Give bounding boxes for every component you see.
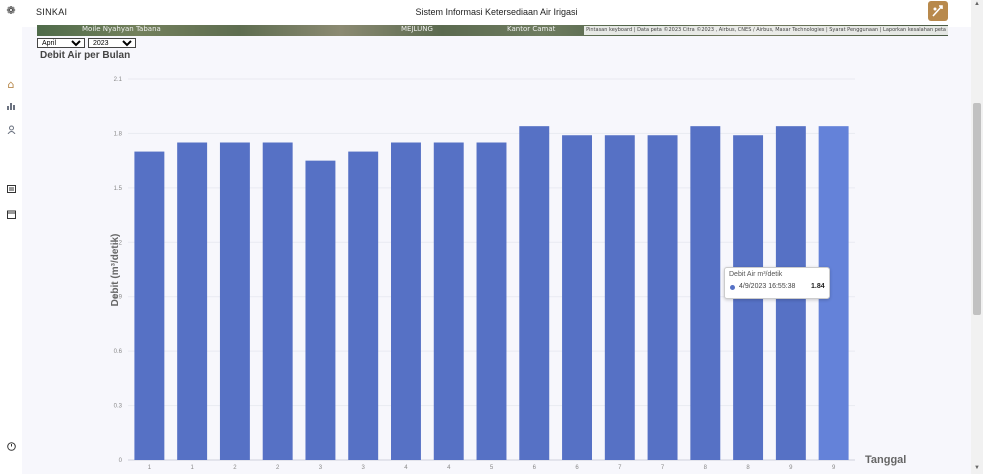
chart-tooltip: Debit Air m³/detik 4/9/2023 16:55:38 1.8…: [724, 267, 830, 299]
map-attribution[interactable]: Pintasan keyboard | Data peta ©2023 Citr…: [584, 26, 948, 35]
bar[interactable]: [391, 142, 421, 461]
y-tick-label: 1.2: [114, 240, 123, 246]
month-select[interactable]: April: [37, 38, 85, 48]
bar[interactable]: [604, 135, 635, 460]
x-tick-label: 2: [233, 465, 237, 471]
x-tick-label: 7: [661, 465, 665, 471]
bar[interactable]: [562, 135, 592, 460]
x-tick-label: 1: [148, 465, 152, 471]
scroll-down-arrow[interactable]: ▼: [974, 465, 980, 471]
y-tick-label: 1.8: [114, 131, 123, 137]
sidebar: ❁ ⌂: [0, 0, 22, 474]
bar[interactable]: [177, 142, 208, 461]
scroll-thumb[interactable]: [973, 103, 981, 315]
x-tick-label: 4: [447, 465, 451, 471]
y-tick-label: 0.9: [114, 295, 123, 301]
year-select[interactable]: 2023: [88, 38, 136, 48]
app-title: Sistem Informasi Ketersediaan Air Irigas…: [415, 7, 578, 17]
chart-title: Debit Air per Bulan: [40, 50, 131, 61]
y-tick-label: 0: [119, 458, 123, 464]
bar[interactable]: [134, 151, 165, 461]
x-axis-label: Tanggal: [865, 454, 906, 466]
bar[interactable]: [348, 151, 379, 461]
bar[interactable]: [690, 126, 721, 461]
y-axis-label: Debit (m³/detik): [110, 234, 121, 307]
logo-icon: [928, 1, 948, 21]
x-tick-label: 7: [618, 465, 622, 471]
x-tick-label: 4: [404, 465, 408, 471]
x-tick-label: 9: [832, 465, 836, 471]
bar-chart-icon[interactable]: [0, 102, 22, 113]
x-tick-label: 8: [704, 465, 708, 471]
x-tick-label: 5: [490, 465, 494, 471]
x-tick-label: 3: [319, 465, 323, 471]
y-tick-label: 1.5: [114, 186, 123, 192]
scrollbar[interactable]: ▲ ▼: [971, 0, 983, 474]
bar[interactable]: [647, 135, 678, 460]
document-icon[interactable]: [0, 185, 22, 196]
leaf-icon[interactable]: ❁: [6, 4, 16, 17]
x-tick-label: 9: [789, 465, 793, 471]
map-strip[interactable]: Moile Nyahyan Tabana MEJLUNG Kantor Cama…: [37, 25, 948, 36]
y-axis: 0 0.3 0.6 0.9 1.2 1.5 1.8 2.1: [114, 77, 123, 464]
bar[interactable]: [219, 142, 250, 461]
tooltip-title: Debit Air m³/detik: [729, 271, 783, 278]
bar[interactable]: [262, 142, 293, 461]
bar[interactable]: [433, 142, 464, 461]
top-bar: SINKAI Sistem Informasi Ketersediaan Air…: [22, 0, 971, 27]
x-tick-label: 3: [362, 465, 366, 471]
x-tick-label: 6: [575, 465, 579, 471]
user-icon[interactable]: [0, 125, 22, 137]
tooltip-value: 1.84: [811, 283, 825, 290]
tooltip-label: 4/9/2023 16:55:38: [739, 283, 796, 290]
map-label: MEJLUNG: [401, 25, 433, 33]
y-tick-label: 0.3: [114, 404, 123, 410]
bar[interactable]: [476, 142, 507, 461]
y-tick-label: 0.6: [114, 349, 123, 355]
map-label: Moile Nyahyan Tabana: [82, 25, 161, 33]
tooltip-dot: [730, 285, 735, 290]
bar[interactable]: [305, 160, 336, 460]
scroll-up-arrow[interactable]: ▲: [974, 1, 980, 7]
x-tick-label: 1: [190, 465, 194, 471]
home-icon[interactable]: ⌂: [7, 78, 15, 91]
x-tick-label: 8: [746, 465, 750, 471]
brand-label[interactable]: SINKAI: [36, 7, 68, 17]
x-axis: 1 1 2 2 3 3 4 4 5 6 6 7 7 8 8 9 9: [148, 465, 836, 471]
y-tick-label: 2.1: [114, 77, 123, 83]
logout-icon[interactable]: [0, 442, 22, 454]
map-label: Kantor Camat: [507, 25, 556, 33]
x-tick-label: 6: [533, 465, 537, 471]
x-tick-label: 2: [276, 465, 280, 471]
calendar-icon[interactable]: [0, 210, 22, 222]
bar[interactable]: [519, 126, 550, 461]
